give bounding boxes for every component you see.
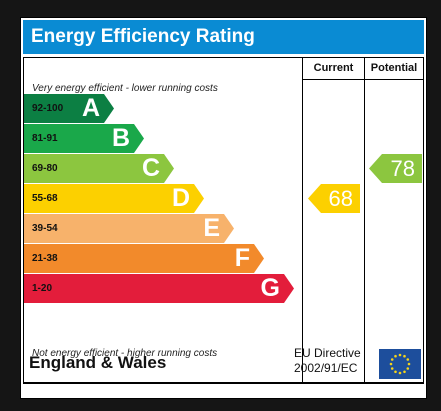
header-divider (302, 79, 423, 80)
eu-star (403, 354, 406, 358)
bottom-note: Not energy efficient - higher running co… (32, 348, 218, 359)
eu-flag-icon (379, 349, 421, 379)
band-range: 21-38 (32, 253, 58, 264)
band-range: 1-20 (32, 283, 53, 294)
directive-line-1: EU Directive (294, 346, 361, 360)
eu-stars-icon (389, 353, 411, 375)
potential-column-divider (364, 58, 365, 382)
chart-title: Energy Efficiency Rating (23, 20, 424, 54)
eu-star (390, 367, 394, 370)
band-letter: G (260, 274, 280, 302)
current-rating-pointer: 68 (308, 184, 360, 213)
band-letter: E (203, 214, 220, 242)
band-range: 69-80 (32, 163, 58, 174)
band-range: 55-68 (32, 193, 58, 204)
band-range: 39-54 (32, 223, 58, 234)
band-letter: D (171, 184, 190, 212)
band-letter: B (111, 124, 130, 152)
band-b: 81-91 B (24, 124, 144, 153)
potential-rating-value: 78 (390, 156, 415, 181)
band-letter: C (141, 154, 160, 182)
eu-star (394, 354, 397, 358)
band-c: 69-80 C (24, 154, 174, 183)
potential-rating-pointer: 78 (369, 154, 422, 183)
eu-star (398, 353, 402, 357)
energy-rating-chart: Energy Efficiency Rating Current Potenti… (20, 17, 427, 399)
eu-star (389, 362, 393, 366)
eu-star (398, 371, 402, 375)
band-letter: A (81, 94, 100, 122)
rating-grid: Current Potential Very energy efficient … (23, 57, 424, 383)
band-e: 39-54 E (24, 214, 234, 243)
directive-label: EU Directive 2002/91/EC (294, 346, 361, 376)
top-note: Very energy efficient - lower running co… (32, 83, 218, 94)
eu-star (390, 358, 394, 361)
current-column-divider (302, 58, 303, 382)
eu-star (407, 362, 411, 366)
eu-star (394, 370, 397, 374)
band-letter: F (234, 244, 250, 272)
eu-star (406, 358, 410, 361)
band-a: 92-100 A (24, 94, 114, 123)
region-label: England & Wales (29, 353, 167, 372)
band-f: 21-38 F (24, 244, 264, 273)
directive-line-2: 2002/91/EC (294, 361, 358, 375)
current-column-header: Current (313, 62, 354, 74)
eu-star (403, 370, 406, 374)
potential-column-header: Potential (370, 62, 418, 74)
band-range: 92-100 (32, 103, 64, 114)
footer-divider (23, 383, 424, 384)
eu-star (406, 367, 410, 370)
band-g: 1-20 G (24, 274, 294, 303)
band-range: 81-91 (32, 133, 58, 144)
current-rating-value: 68 (328, 186, 353, 211)
band-d: 55-68 D (24, 184, 204, 213)
